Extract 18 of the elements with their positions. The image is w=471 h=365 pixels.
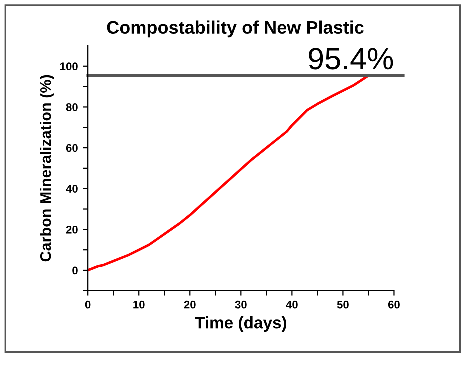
y-tick-label: 20 [66,226,78,234]
x-tick-label: 0 [85,300,91,309]
y-tick-label: 0 [72,266,78,275]
y-tick-label: 100 [60,62,78,71]
chart-title: Compostability of New Plastic [107,20,364,38]
y-axis-title: Carbon Mineralization (%) [40,75,54,262]
x-axis-title: Time (days) [195,316,286,332]
x-tick-label: 10 [134,300,145,309]
x-tick-label: 50 [337,300,349,309]
x-tick-label: 30 [235,300,247,309]
y-tick-label: 40 [66,185,78,193]
y-tick-label: 80 [66,103,78,112]
ref-line-label: 95.4% [309,48,394,70]
y-tick-label: 60 [66,144,78,152]
x-tick-label: 60 [388,300,400,309]
line-series [88,74,370,272]
x-tick-label: 40 [286,300,298,309]
x-tick-label: 20 [184,300,196,309]
